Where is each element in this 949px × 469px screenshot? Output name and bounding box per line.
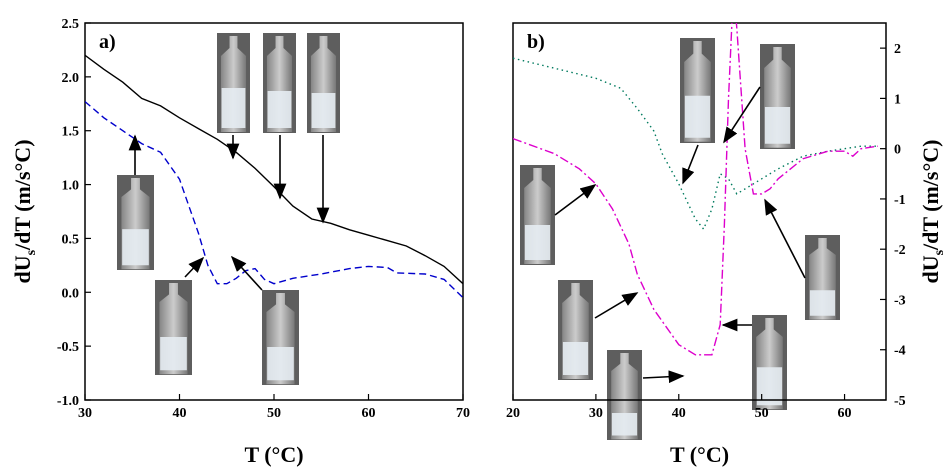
y-tick-label: -3	[894, 293, 906, 308]
x-tick-label: 50	[267, 406, 281, 421]
y-tick-label: 0.5	[62, 232, 80, 247]
x-axis-label: T (°C)	[244, 442, 303, 467]
x-tick-label: 30	[589, 406, 603, 421]
liquid	[267, 91, 292, 128]
liquid	[684, 95, 711, 138]
liquid	[524, 225, 551, 260]
arrow	[554, 184, 597, 216]
liquid	[611, 413, 638, 436]
panel-label: b)	[527, 31, 545, 53]
x-tick-label: 50	[755, 406, 769, 421]
liquid	[122, 229, 149, 266]
y-axis-label: dUs/dT (m/s°C)	[10, 139, 39, 283]
y-axis-label-part: dU	[10, 255, 35, 283]
liquid	[809, 290, 836, 316]
y-tick-label: 1.5	[62, 125, 80, 140]
y-axis-label-part: dU	[918, 255, 943, 283]
plot-frame	[512, 22, 887, 401]
y-tick-label: 2.0	[62, 71, 80, 86]
line	[513, 23, 878, 356]
arrow	[594, 292, 639, 319]
y-tick-label: 1.0	[62, 179, 80, 194]
arrow	[642, 370, 685, 384]
arrow	[764, 198, 806, 279]
arrow	[230, 255, 263, 291]
arrow	[682, 144, 699, 185]
arrow	[184, 256, 205, 278]
x-tick-label: 60	[362, 406, 376, 421]
liquid	[221, 88, 246, 128]
y-tick-label: 0.0	[62, 286, 80, 301]
y-axis-label-sub: s	[932, 249, 947, 255]
x-tick-label: 60	[838, 406, 852, 421]
y-axis-label-part: /dT (m/s°C)	[918, 139, 943, 250]
liquid	[764, 107, 791, 144]
x-tick-label: 30	[78, 406, 92, 421]
arrow	[723, 86, 761, 144]
y-tick-label: -4	[894, 344, 906, 359]
x-tick-label: 40	[173, 406, 187, 421]
liquid	[267, 347, 294, 381]
x-tick-label: 70	[456, 406, 470, 421]
y-tick-label: 2	[894, 42, 901, 57]
y-tick-label: 2.5	[62, 17, 80, 32]
y-axis-label: dUs/dT (m/s°C)	[918, 139, 947, 283]
x-axis-label: T (°C)	[670, 442, 729, 467]
y-tick-label: 1	[894, 92, 901, 107]
photos	[117, 33, 840, 440]
y-axis-label-part: /dT (m/s°C)	[10, 139, 35, 250]
x-tick-label: 40	[672, 406, 686, 421]
line	[513, 57, 878, 231]
liquid	[562, 342, 589, 375]
y-tick-label: -1	[894, 193, 906, 208]
liquid	[311, 93, 336, 128]
y-tick-label: -2	[894, 243, 906, 258]
y-tick-label: -1.0	[57, 394, 79, 409]
y-tick-label: -5	[894, 394, 906, 409]
y-tick-label: -0.5	[57, 340, 79, 355]
plot-lines	[513, 23, 878, 356]
panel-label: a)	[99, 31, 116, 53]
y-tick-label: 0	[894, 143, 901, 158]
y-axis-label-sub: s	[24, 249, 39, 255]
liquid	[160, 337, 187, 371]
x-tick-label: 20	[506, 406, 520, 421]
